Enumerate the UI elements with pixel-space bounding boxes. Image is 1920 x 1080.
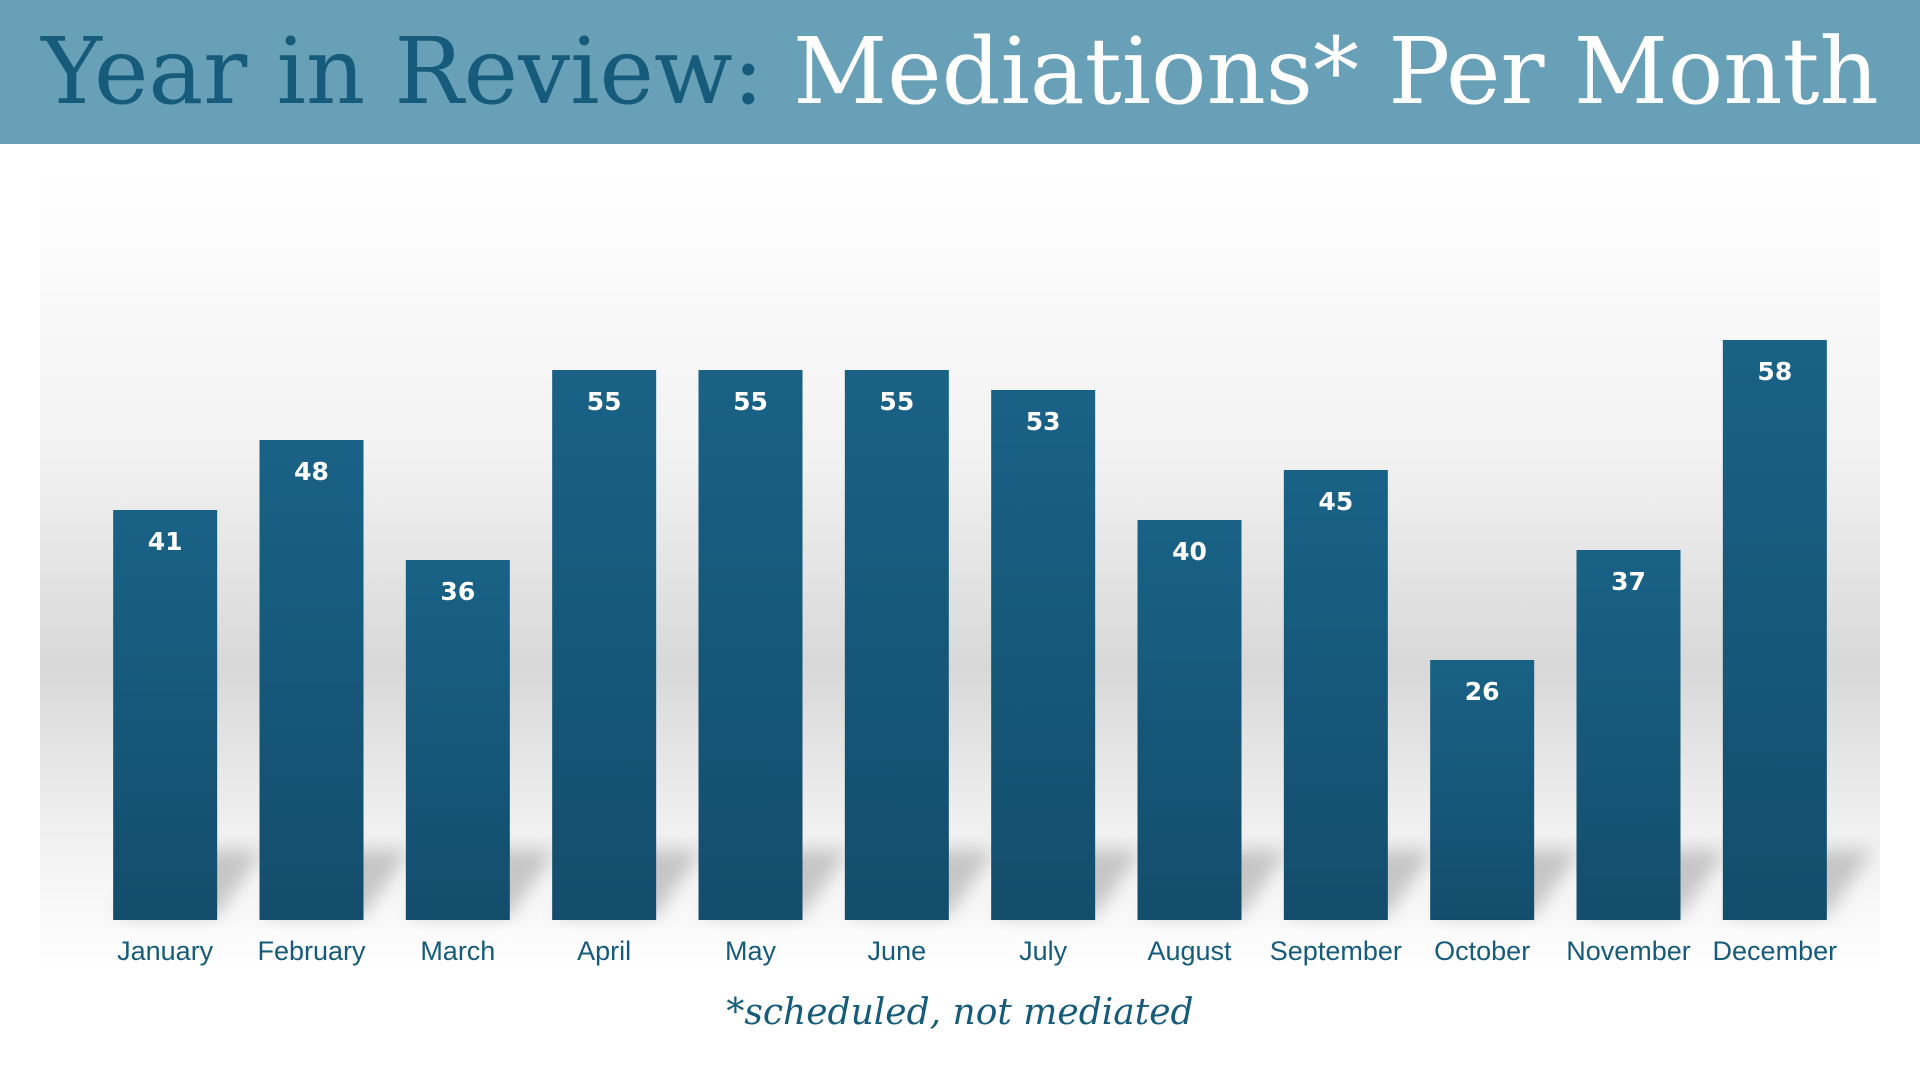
bar-chart-svg: 41 48 36 55 55 55 53 40 45 26 37 58 January February… [40, 172, 1880, 972]
tick-label-september: September [1270, 936, 1402, 966]
data-label-august: 40 [1172, 537, 1207, 566]
x-axis-tick-labels: January February March April May June July Augu… [117, 936, 1837, 966]
data-label-june: 55 [879, 387, 914, 416]
title-banner: Year in Review: Mediations* Per Month [0, 0, 1920, 144]
data-label-october: 26 [1465, 677, 1500, 706]
bar-march [405, 560, 510, 920]
bar-april [552, 370, 657, 920]
title-part-light: Mediations* Per Month [792, 18, 1879, 125]
tick-label-january: January [117, 936, 214, 966]
data-label-july: 53 [1026, 407, 1061, 436]
data-label-may: 55 [733, 387, 768, 416]
tick-label-may: May [725, 936, 777, 966]
tick-label-august: August [1147, 936, 1232, 966]
tick-label-december: December [1713, 936, 1838, 966]
data-labels: 41 48 36 55 55 55 53 40 45 26 37 58 [148, 357, 1792, 706]
bar-december [1722, 340, 1827, 920]
data-label-november: 37 [1611, 567, 1646, 596]
bar-february [259, 440, 364, 920]
bar-january [113, 510, 218, 920]
tick-label-july: July [1019, 936, 1068, 966]
bar-august [1137, 520, 1242, 920]
tick-label-november: November [1566, 936, 1691, 966]
data-label-april: 55 [587, 387, 622, 416]
bar-chart: 41 48 36 55 55 55 53 40 45 26 37 58 January February… [40, 172, 1880, 972]
tick-label-october: October [1434, 936, 1530, 966]
title-part-dark: Year in Review: [41, 18, 764, 125]
bar-october [1430, 660, 1535, 920]
data-label-february: 48 [294, 457, 329, 486]
data-label-march: 36 [440, 577, 475, 606]
bar-september [1283, 470, 1388, 920]
bar-june [844, 370, 949, 920]
bar-november [1576, 550, 1681, 920]
bar-july [991, 390, 1096, 920]
data-label-september: 45 [1318, 487, 1353, 516]
bar-may [698, 370, 803, 920]
tick-label-june: June [868, 936, 927, 966]
tick-label-march: March [420, 936, 495, 966]
tick-label-february: February [257, 936, 366, 966]
bars [113, 340, 1827, 920]
data-label-january: 41 [148, 527, 183, 556]
footnote: *scheduled, not mediated [726, 992, 1194, 1033]
data-label-december: 58 [1757, 357, 1792, 386]
tick-label-april: April [577, 936, 631, 966]
